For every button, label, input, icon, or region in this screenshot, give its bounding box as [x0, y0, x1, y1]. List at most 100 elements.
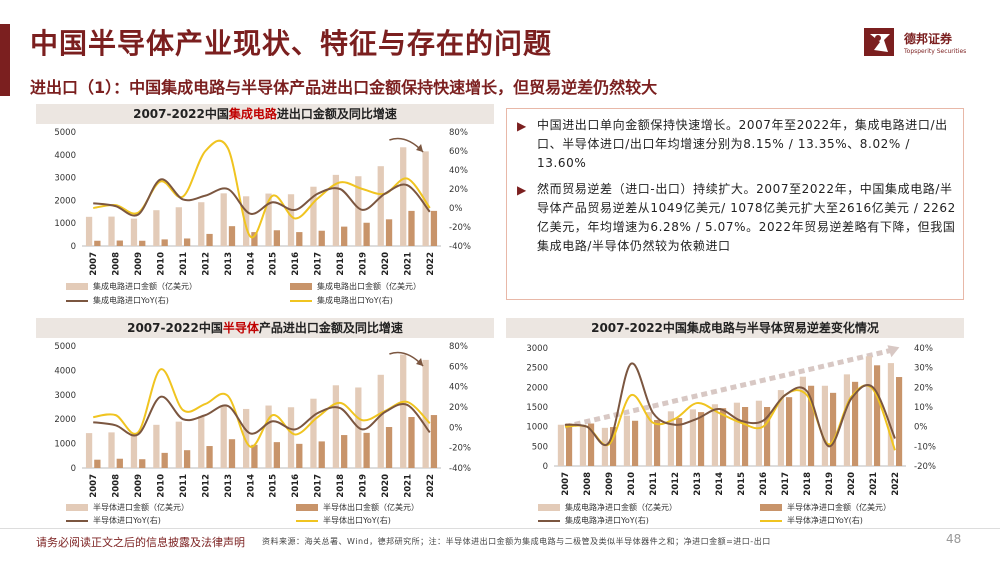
bar-series-2 — [408, 417, 415, 468]
y-tick-label: 2000 — [526, 383, 548, 393]
y2-tick-label: 60% — [449, 362, 468, 372]
bar-series-1 — [153, 210, 160, 246]
y2-tick-label: 30% — [914, 364, 933, 374]
brand-logo-icon — [864, 28, 894, 56]
bar-series-2 — [896, 377, 903, 466]
x-tick-label: 2014 — [246, 474, 256, 498]
bar-series-2 — [183, 450, 191, 468]
y-tick-label: 1000 — [54, 440, 76, 450]
y2-tick-label: 80% — [449, 128, 468, 138]
chart1-plot: 0 1000 2000 3000 4000 5000 -40% -20% 0% 20% 40% 60%… — [54, 128, 471, 276]
chart3-plot: 0 500 1000 1500 2000 2500 3000 -20% -10% 0% 10% 20%… — [526, 344, 936, 496]
chart3-legend-0: 集成电路净进口金额（亿美元） — [538, 502, 677, 513]
bar-series-2 — [632, 420, 639, 466]
x-tick-label: 2014 — [246, 252, 256, 276]
bar-series-2 — [363, 432, 370, 468]
x-tick-label: 2008 — [583, 472, 593, 496]
trend-arrow-head — [416, 358, 424, 366]
y2-tick-label: 40% — [449, 166, 468, 176]
bar-series-2 — [183, 238, 191, 246]
bar-series-2 — [318, 441, 325, 468]
bar-series-1 — [557, 424, 564, 466]
y-tick-label: 0 — [71, 464, 76, 474]
summary-point-1: 中国进出口单向金额保持快速增长。2007年至2022年，集成电路进口/出口、半导… — [537, 118, 948, 170]
x-tick-label: 2016 — [291, 474, 301, 498]
bar-series-1 — [755, 400, 762, 466]
footer-source-note: 资料来源：海关总署、Wind，德邦研究所；注：半导体进出口金额为集成电路与二极管… — [262, 537, 771, 546]
bar-series-1 — [175, 421, 182, 468]
y2-tick-label: 0% — [449, 423, 463, 433]
y-tick-label: 2000 — [54, 196, 76, 206]
bar-series-2 — [385, 427, 393, 468]
x-tick-label: 2017 — [314, 474, 324, 498]
x-tick-label: 2007 — [89, 252, 99, 276]
bar-series-2 — [654, 419, 661, 466]
bar-series-2 — [720, 408, 727, 466]
chart1-title: 2007-2022中国集成电路进出口金额及同比增速 — [36, 104, 494, 124]
x-tick-label: 2021 — [869, 472, 879, 496]
bar-series-2 — [566, 423, 573, 466]
x-tick-label: 2018 — [336, 474, 346, 498]
chart1-legend-1: 集成电路出口金额（亿美元） — [290, 281, 421, 292]
chart3-title: 2007-2022中国集成电路与半导体贸易逆差变化情况 — [506, 318, 964, 338]
summary-textbox: ▶ 中国进出口单向金额保持快速增长。2007年至2022年，集成电路进口/出口、… — [506, 108, 964, 300]
bar-series-1 — [689, 409, 696, 466]
x-tick-label: 2016 — [759, 472, 769, 496]
bar-series-2 — [430, 210, 438, 246]
bar-series-1 — [130, 435, 138, 468]
chart1-legend-2: 集成电路进口YoY(右) — [66, 295, 169, 306]
bar-series-1 — [108, 216, 115, 246]
line-series-3 — [93, 178, 431, 217]
bar-series-1 — [377, 374, 384, 468]
y-tick-label: 3000 — [54, 174, 76, 184]
chart2-plot: 0 1000 2000 3000 4000 5000 -40% -20% 0% 20% 40% 60%… — [54, 342, 471, 498]
y-tick-label: 2500 — [526, 364, 548, 374]
x-tick-label: 2007 — [89, 474, 99, 498]
x-tick-label: 2011 — [179, 252, 189, 276]
x-tick-label: 2012 — [201, 252, 211, 276]
bar-series-2 — [94, 240, 101, 246]
bar-series-1 — [85, 216, 93, 246]
x-tick-label: 2012 — [671, 472, 681, 496]
bar-series-1 — [843, 374, 850, 466]
y-tick-label: 1000 — [526, 423, 548, 433]
y2-tick-label: 60% — [449, 147, 468, 157]
x-tick-label: 2020 — [381, 474, 391, 498]
x-tick-label: 2022 — [426, 474, 436, 498]
y-tick-label: 0 — [71, 242, 76, 252]
x-tick-label: 2013 — [693, 472, 703, 496]
y-tick-label: 1000 — [54, 219, 76, 229]
bar-series-1 — [220, 193, 227, 246]
bar-series-2 — [251, 444, 258, 468]
bar-series-2 — [874, 365, 881, 466]
x-tick-label: 2015 — [269, 252, 279, 276]
footer-disclaimer-link[interactable]: 请务必阅读正文之后的信息披露及法律声明 — [36, 536, 245, 549]
x-tick-label: 2018 — [803, 472, 813, 496]
y-tick-label: 1500 — [526, 403, 548, 413]
bar-series-1 — [332, 385, 340, 468]
bar-series-1 — [711, 404, 718, 466]
title-accent-bar — [0, 24, 10, 96]
y2-tick-label: 20% — [449, 185, 468, 195]
bar-series-1 — [265, 193, 272, 246]
bar-series-2 — [161, 239, 168, 246]
y-tick-label: 3000 — [54, 391, 76, 401]
bar-series-1 — [265, 405, 272, 468]
bar-series-1 — [153, 424, 160, 468]
bar-series-2 — [408, 210, 415, 246]
bar-series-1 — [220, 405, 227, 468]
bar-series-1 — [332, 174, 340, 246]
y2-tick-label: 0% — [449, 204, 463, 214]
y-tick-label: 4000 — [54, 366, 76, 376]
line-series-4 — [93, 368, 431, 448]
bar-series-1 — [310, 186, 317, 246]
x-tick-label: 2009 — [134, 474, 144, 498]
bar-series-1 — [400, 147, 407, 246]
bar-series-2 — [385, 219, 393, 246]
y2-tick-label: -20% — [914, 462, 936, 472]
page-number: 48 — [946, 532, 962, 546]
brand-name-en: Topsperity Securities — [904, 48, 967, 55]
x-tick-label: 2008 — [112, 474, 122, 498]
y-tick-label: 0 — [543, 462, 548, 472]
y-tick-label: 4000 — [54, 151, 76, 161]
